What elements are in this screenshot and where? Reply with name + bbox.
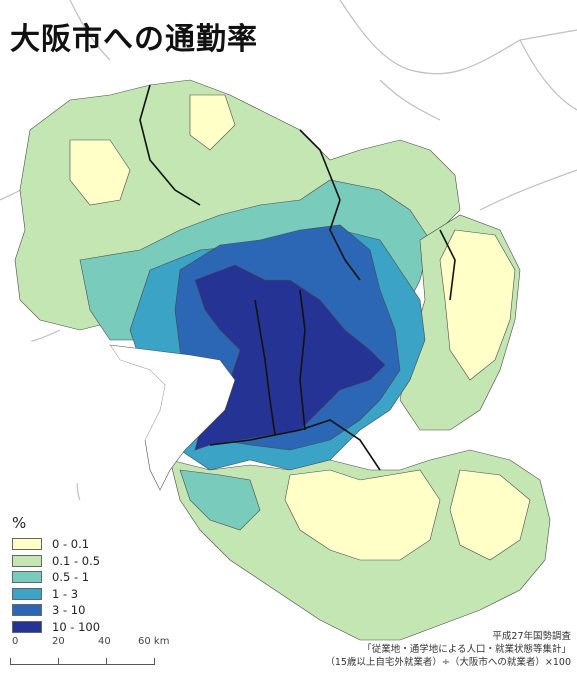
scale-tick [154, 658, 155, 664]
source-line: （15歳以上自宅外就業者）÷（大阪市への就業者）×100 [325, 657, 571, 668]
legend-item: 0 - 0.1 [12, 536, 100, 553]
legend-title: % [12, 514, 27, 532]
legend-label: 3 - 10 [52, 603, 86, 618]
map-title: 大阪市への通勤率 [10, 22, 258, 57]
scale-tick [58, 658, 59, 664]
scale-tick [106, 658, 107, 664]
legend-label: 1 - 3 [52, 586, 79, 601]
legend-swatch [12, 538, 42, 551]
legend-item: 10 - 100 [12, 619, 100, 636]
legend-swatch [12, 587, 42, 600]
legend-swatch [12, 604, 42, 617]
legend: % 0 - 0.1 0.1 - 0.5 0.5 - 1 1 - 3 3 - 10… [12, 514, 100, 635]
scale-tick [10, 658, 11, 664]
scale-bar: 0 20 40 60 km [10, 636, 180, 670]
prefecture-borders [139, 84, 456, 471]
legend-item: 0.1 - 0.5 [12, 553, 100, 570]
legend-item: 1 - 3 [12, 586, 100, 603]
osaka-bay-west [0, 340, 165, 500]
region-fills [14, 79, 551, 641]
source-line: 平成27年国勢調査 [492, 631, 571, 642]
legend-item: 3 - 10 [12, 602, 100, 619]
legend-swatch [12, 620, 42, 633]
legend-swatch [12, 571, 42, 584]
scale-tick-label: 20 [52, 636, 65, 647]
scale-tick-label: 0 [12, 636, 19, 647]
legend-swatch [12, 554, 42, 567]
legend-label: 0.5 - 1 [52, 570, 90, 585]
source-note: 平成27年国勢調査 「従業地・通学地による人口・就業状態等集計」 （15歳以上自… [325, 630, 571, 669]
scale-tick-label: 40 [98, 636, 111, 647]
scale-line [10, 664, 155, 665]
legend-label: 0 - 0.1 [52, 537, 90, 552]
scale-tick-label: 60 km [138, 636, 170, 647]
legend-item: 0.5 - 1 [12, 569, 100, 586]
source-line: 「従業地・通学地による人口・就業状態等集計」 [362, 644, 571, 655]
legend-label: 0.1 - 0.5 [52, 553, 101, 568]
legend-label: 10 - 100 [52, 619, 101, 634]
